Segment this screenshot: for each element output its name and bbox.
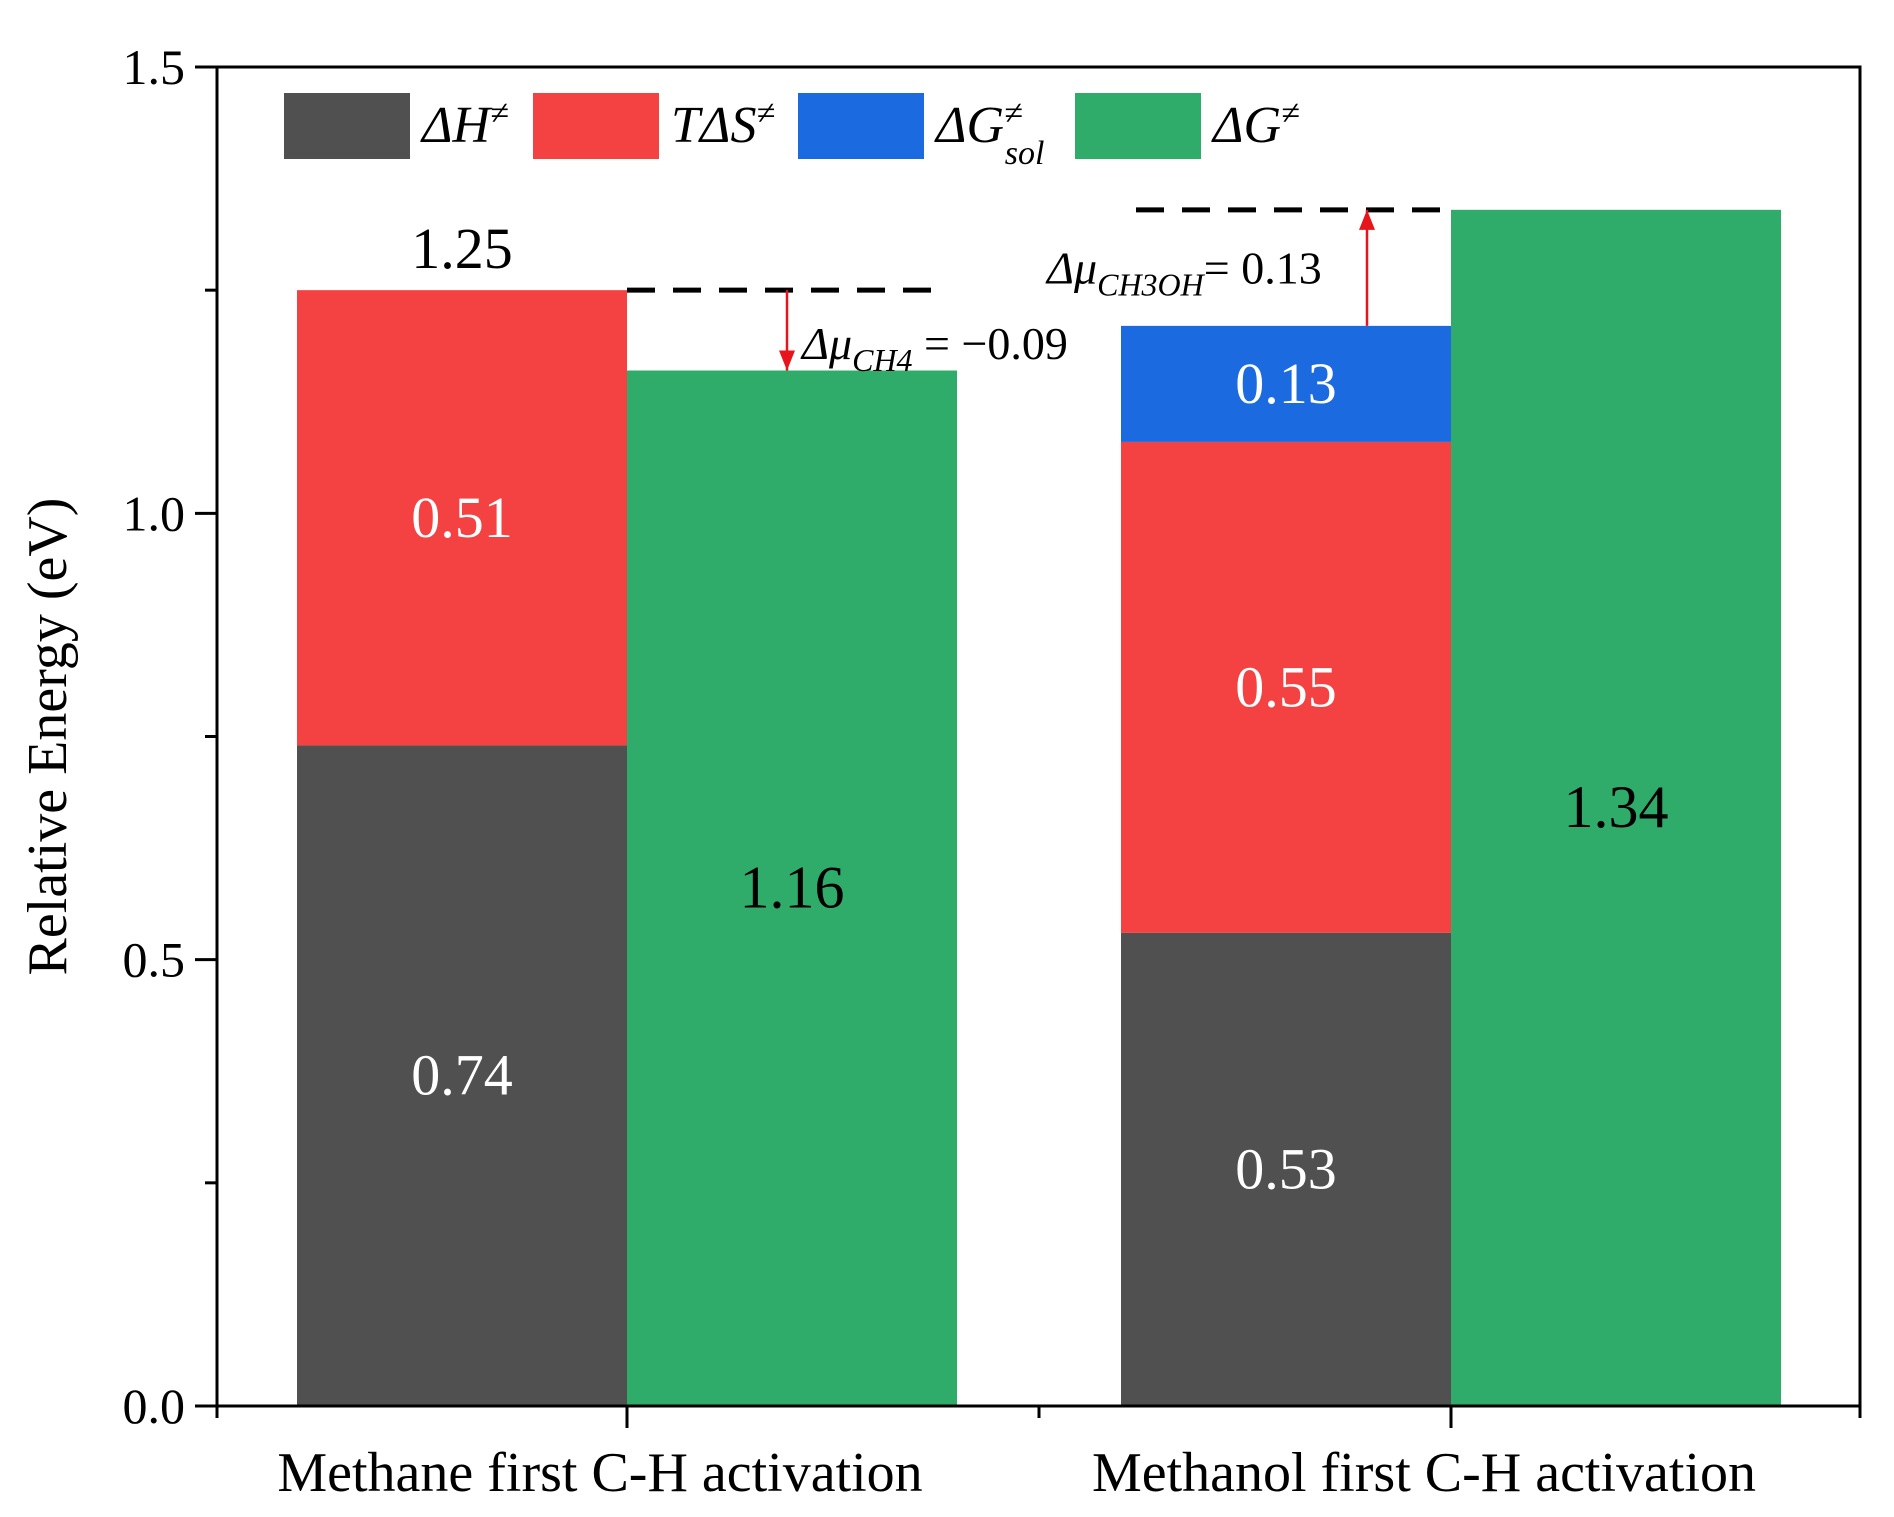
bar-dGsol-1 <box>1121 325 1451 442</box>
bar-dG-0 <box>627 370 957 1407</box>
bar-label-dH-1: 0.53 <box>1235 1136 1337 1201</box>
bar-TdS-0 <box>297 290 627 746</box>
delta-mu-label-1: ΔμCH3OH= 0.13 <box>1045 242 1322 302</box>
delta-mu-label-0: ΔμCH4 = −0.09 <box>800 318 1068 378</box>
bar-label-dH-0: 0.74 <box>411 1043 513 1108</box>
bar-label-TdS-0: 0.51 <box>411 485 513 550</box>
stack-total-label-0: 1.25 <box>411 216 513 281</box>
legend-swatch-dGsol <box>798 93 924 159</box>
y-tick-label: 1.5 <box>123 39 186 95</box>
bar-TdS-1 <box>1121 441 1451 933</box>
legend: ΔH≠ TΔS≠ ΔG≠ sol ΔG≠ <box>284 93 1300 172</box>
bar-label-dGsol-1: 0.13 <box>1235 351 1337 416</box>
bar-label-dG-0: 1.16 <box>740 854 845 920</box>
y-tick-label: 1.0 <box>123 485 186 541</box>
y-axis-label: Relative Energy (eV) <box>17 498 79 976</box>
bar-dH-0 <box>297 745 627 1406</box>
annotations-layer: 1.25 ΔμCH4 = −0.09 ΔμCH3OH= 0.13 <box>411 207 1451 378</box>
bar-dG-1 <box>1451 209 1781 1406</box>
legend-swatch-TdS <box>533 93 659 159</box>
y-tick-label: 0.5 <box>123 932 186 988</box>
legend-label-dG: ΔG≠ <box>1211 95 1300 154</box>
legend-swatch-dG <box>1075 93 1201 159</box>
bars-layer: 0.74 0.51 1.16 0.53 0.55 0.13 1.34 <box>297 209 1781 1407</box>
legend-label-TdS: TΔS≠ <box>671 95 775 154</box>
bar-dH-1 <box>1121 932 1451 1406</box>
axes-layer: 0.0 0.5 1.0 1.5 Methane first C-H activation… <box>123 39 1862 1504</box>
y-tick-label: 0.0 <box>123 1378 186 1434</box>
legend-label-dGsol: ΔG≠ sol <box>934 95 1044 172</box>
bar-label-TdS-1: 0.55 <box>1235 654 1337 719</box>
legend-label-dH: ΔH≠ <box>420 95 509 154</box>
delta-mu-arrowhead-1 <box>1359 209 1375 230</box>
legend-swatch-dH <box>284 93 410 159</box>
delta-mu-arrowhead-0 <box>779 350 795 371</box>
x-tick-label-methane: Methane first C-H activation <box>277 1442 922 1504</box>
x-tick-label-methanol: Methanol first C-H activation <box>1092 1442 1756 1504</box>
bar-label-dG-1: 1.34 <box>1564 774 1669 840</box>
